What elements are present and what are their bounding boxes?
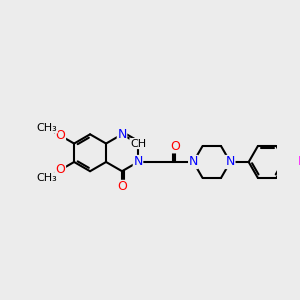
Text: O: O bbox=[117, 180, 127, 194]
Text: CH₃: CH₃ bbox=[37, 173, 57, 183]
Text: CH₃: CH₃ bbox=[37, 123, 57, 133]
Text: N: N bbox=[189, 155, 198, 169]
Text: F: F bbox=[298, 155, 300, 169]
Text: N: N bbox=[226, 155, 235, 169]
Text: O: O bbox=[56, 163, 65, 176]
Text: O: O bbox=[170, 140, 180, 153]
Text: N: N bbox=[133, 155, 143, 169]
Text: CH: CH bbox=[130, 139, 146, 148]
Text: N: N bbox=[117, 128, 127, 141]
Text: O: O bbox=[56, 129, 65, 142]
